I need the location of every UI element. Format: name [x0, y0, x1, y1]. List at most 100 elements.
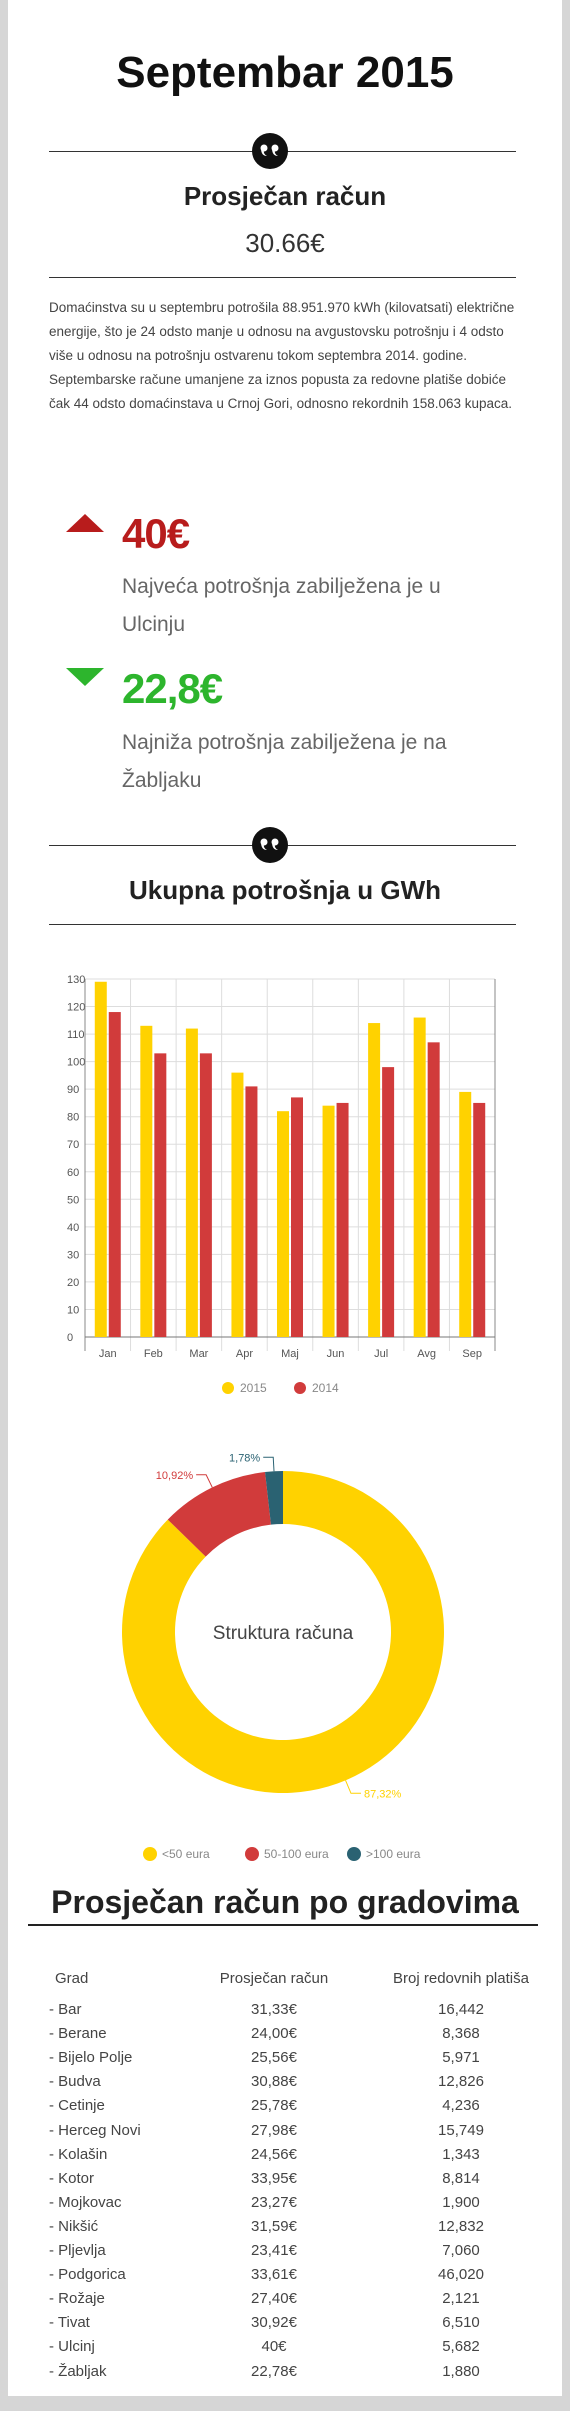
table-cell: - Herceg Novi	[49, 2121, 141, 2139]
y-tick-label: 100	[67, 1057, 85, 1069]
bar	[459, 1091, 472, 1337]
bar	[94, 981, 107, 1337]
table-header: Grad	[55, 1970, 89, 1987]
table-cell: 1,343	[442, 2145, 480, 2163]
x-tick-label: Avg	[417, 1348, 436, 1360]
table-cell: 31,59€	[251, 2217, 297, 2235]
table-cell: - Podgorica	[49, 2266, 126, 2284]
legend-swatch	[245, 1847, 259, 1861]
quote-icon	[252, 133, 288, 169]
chart-title: Ukupna potrošnja u GWh	[129, 875, 441, 905]
legend-swatch	[294, 1382, 306, 1394]
legend-swatch	[143, 1847, 157, 1861]
legend-label: >100 eura	[366, 1847, 421, 1861]
y-tick-label: 10	[67, 1304, 79, 1316]
y-tick-label: 60	[67, 1167, 79, 1179]
bar-chart: 0 10 20 30 40 50 60 70 80 90 100 110 120 130 Jan Feb Mar…	[67, 974, 496, 1395]
pie-slice	[122, 1471, 445, 1793]
legend-label: 2014	[312, 1381, 339, 1395]
x-tick-label: Sep	[462, 1348, 482, 1360]
legend-swatch	[222, 1382, 234, 1394]
table-cell: - Kolašin	[49, 2145, 108, 2163]
table-cell: 30,88€	[251, 2073, 297, 2091]
table-header: Prosječan račun	[219, 1970, 329, 1987]
bar	[291, 1097, 303, 1337]
legend-label: 50-100 eura	[264, 1847, 329, 1861]
stat-text: Najveća potrošnja zabilježena je u Ulcin…	[122, 575, 441, 636]
summary-value: 30.66€	[245, 228, 325, 258]
legend-label: <50 eura	[162, 1847, 210, 1861]
label-leader	[263, 1456, 275, 1472]
bar	[245, 1086, 258, 1337]
table-cell: - Pljevlja	[49, 2242, 106, 2259]
divider	[28, 1924, 538, 1926]
table-cell: - Tivat	[49, 2314, 90, 2332]
table-cell: 27,98€	[251, 2121, 297, 2139]
table-cell: 23,27€	[251, 2193, 297, 2211]
table-cell: 8,368	[442, 2025, 480, 2043]
table-cell: 33,61€	[251, 2266, 297, 2284]
bar	[140, 1025, 153, 1337]
table-cell: 30,92€	[251, 2314, 297, 2332]
table-cell: 8,814	[442, 2169, 480, 2187]
table-title: Prosječan račun po gradovima	[51, 1884, 519, 1920]
data-label: 1,78%	[229, 1452, 260, 1464]
x-tick-label: Jun	[327, 1348, 345, 1360]
table-cell: 4,236	[442, 2097, 480, 2115]
legend-swatch	[347, 1847, 361, 1861]
divider	[49, 924, 516, 925]
table-cell: - Bijelo Polje	[49, 2049, 133, 2067]
bar	[277, 1111, 289, 1337]
table-cell: - Nikšić	[49, 2217, 99, 2235]
table-cell: 12,832	[438, 2217, 484, 2235]
y-tick-label: 120	[67, 1002, 85, 1014]
table-cell: - Cetinje	[49, 2097, 105, 2115]
stat-value: 22,8€	[122, 665, 223, 712]
bar	[199, 1053, 212, 1337]
page-title: Septembar 2015	[116, 48, 454, 97]
y-tick-label: 80	[67, 1112, 79, 1124]
table-cell: - Rožaje	[49, 2290, 105, 2308]
chart-center-label: Struktura računa	[213, 1623, 354, 1644]
y-tick-label: 50	[67, 1194, 79, 1206]
bar	[413, 1017, 426, 1337]
label-leader	[196, 1474, 213, 1488]
table-cell: 23,41€	[251, 2242, 297, 2259]
table-cell: - Bar	[49, 2001, 82, 2018]
x-tick-label: Jan	[99, 1348, 117, 1360]
y-tick-label: 70	[67, 1139, 79, 1151]
table-cell: - Žabljak	[49, 2362, 107, 2380]
pie-slice	[265, 1471, 283, 1525]
x-tick-label: Feb	[144, 1348, 163, 1360]
bar	[322, 1105, 335, 1337]
table-cell: 12,826	[438, 2073, 484, 2091]
table-cell: 1,880	[442, 2362, 480, 2380]
table-cell: 46,020	[438, 2266, 484, 2284]
table-cell: - Budva	[49, 2073, 101, 2091]
stat-value: 40€	[122, 510, 190, 557]
divider	[49, 277, 516, 278]
table-cell: 40€	[261, 2338, 287, 2356]
summary-text: Domaćinstva su u septembru potrošila 88.…	[49, 296, 519, 416]
label-leader	[345, 1780, 361, 1794]
table-cell: 27,40€	[251, 2290, 297, 2308]
table-cell: 24,00€	[251, 2025, 297, 2043]
bar	[108, 1012, 121, 1337]
y-tick-label: 40	[67, 1222, 79, 1234]
table-cell: 25,56€	[251, 2049, 297, 2067]
table-cell: - Mojkovac	[49, 2193, 122, 2211]
arrow-down	[66, 668, 104, 686]
pie-slice	[167, 1472, 271, 1557]
table-cell: 15,749	[438, 2121, 484, 2139]
paragraph: Domaćinstva su u septembru potrošila 88.…	[49, 300, 515, 363]
bar	[231, 1072, 244, 1337]
pie-chart: 87,32% 10,92% 1,78% Struktura računa <50 eur…	[122, 1452, 445, 1861]
legend-label: 2015	[240, 1381, 267, 1395]
y-tick-label: 90	[67, 1084, 79, 1096]
data-label: 10,92%	[156, 1470, 194, 1482]
x-tick-label: Jul	[374, 1348, 388, 1360]
data-label: 87,32%	[364, 1788, 402, 1800]
arrow-up	[66, 514, 104, 532]
table-cell: 5,971	[442, 2049, 480, 2067]
